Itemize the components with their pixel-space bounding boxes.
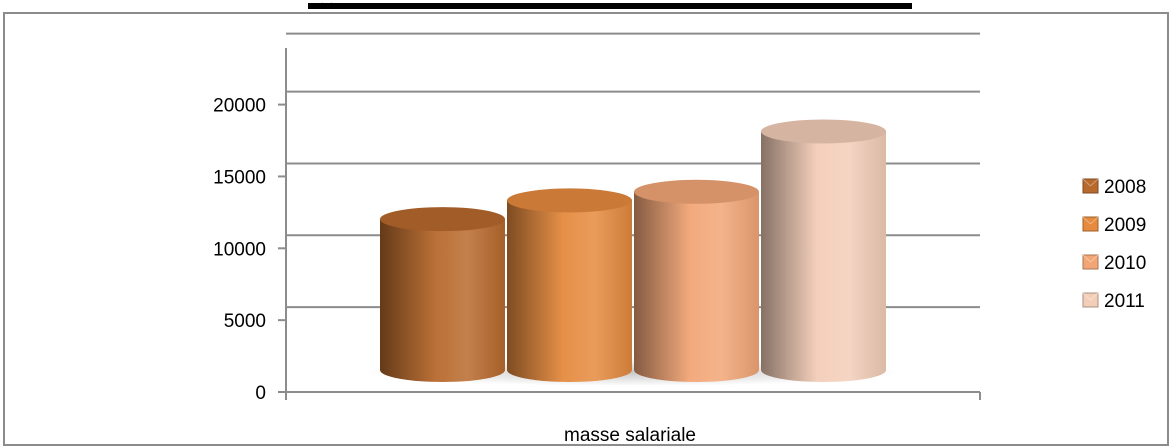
legend-swatch-shade (1090, 254, 1099, 263)
bars (364, 119, 900, 386)
legend-swatch-shade (1090, 292, 1099, 301)
legend-label: 2008 (1104, 177, 1146, 198)
legend: 2008 2009 2010 2011 (1082, 177, 1146, 312)
legend-entry-2011: 2011 (1082, 291, 1145, 312)
legend-entry-2010: 2010 (1082, 253, 1146, 274)
y-tick-label: 0 (255, 383, 266, 404)
bar-body (761, 131, 886, 382)
y-tick-label: 20000 (213, 96, 266, 117)
title-fragment (322, 0, 332, 6)
legend-label: 2009 (1104, 215, 1146, 236)
legend-swatch-shade (1082, 178, 1091, 187)
top-rule (308, 3, 912, 9)
legend-entry-2008: 2008 (1082, 177, 1146, 198)
legend-swatch-shade (1090, 178, 1099, 187)
bar-2009 (507, 188, 632, 382)
bar-body (634, 191, 759, 382)
bar-body (507, 200, 632, 382)
y-axis-ticks: 0 5000 10000 15000 20000 (213, 96, 286, 404)
legend-label: 2010 (1104, 253, 1146, 274)
x-axis-category-label: masse salariale (564, 425, 696, 446)
bar-2008 (380, 207, 505, 382)
bar-body (380, 219, 505, 382)
y-tick-label: 10000 (213, 239, 266, 260)
legend-entry-2009: 2009 (1082, 215, 1146, 236)
bar-2011 (761, 119, 886, 382)
bar-top (507, 188, 632, 213)
bar-top (761, 119, 886, 144)
axes (285, 48, 981, 400)
y-tick-label: 15000 (213, 167, 266, 188)
legend-label: 2011 (1104, 291, 1145, 312)
legend-swatch-shade (1082, 292, 1091, 301)
bar-top (380, 207, 505, 232)
y-tick-label: 5000 (224, 311, 266, 332)
legend-swatch-shade (1090, 216, 1099, 225)
legend-swatch-shade (1082, 254, 1091, 263)
bar-top (634, 179, 759, 204)
bar-2010 (634, 179, 759, 382)
legend-swatch-shade (1082, 216, 1091, 225)
